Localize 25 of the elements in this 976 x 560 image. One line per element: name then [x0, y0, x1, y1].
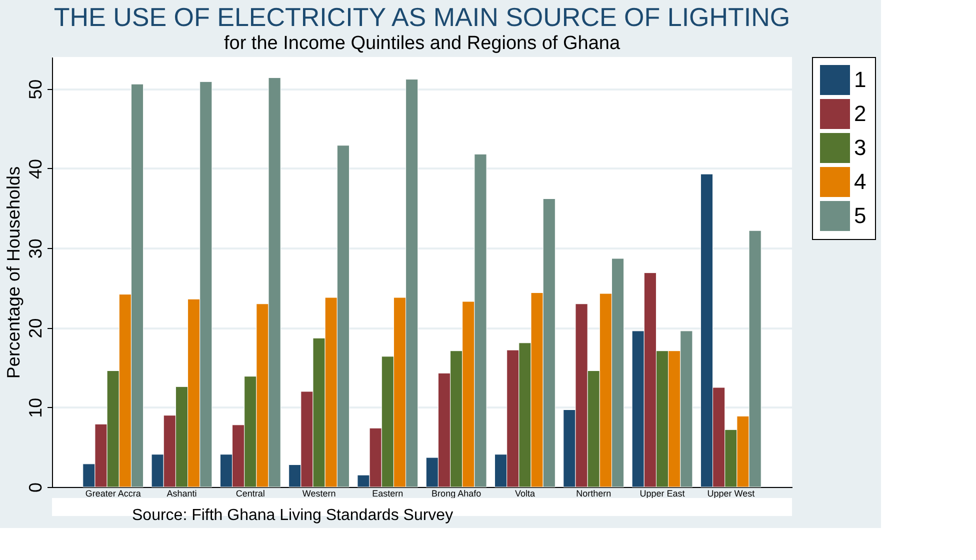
y-tick-label: 30 [26, 238, 46, 259]
x-tick-label: Brong Ahafo [432, 488, 482, 498]
y-tick-label: 0 [26, 482, 46, 493]
chart-title: THE USE OF ELECTRICITY AS MAIN SOURCE OF LIGHTING [54, 2, 790, 32]
y-tick-label: 50 [26, 79, 46, 100]
x-tick-label: Greater Accra [85, 488, 141, 498]
y-axis-title: Percentage of Households [4, 166, 24, 379]
x-tick-label: Upper West [707, 488, 756, 498]
y-tick-label: 40 [26, 158, 46, 179]
legend-label: 5 [854, 203, 866, 228]
legend-label: 2 [854, 101, 866, 126]
x-tick-label: Eastern [372, 488, 404, 498]
y-tick-label: 10 [26, 398, 46, 418]
legend-label: 4 [854, 169, 866, 194]
legend-label: 3 [854, 135, 866, 160]
source-note: Source: Fifth Ghana Living Standards Survey [132, 507, 454, 524]
y-tick-label: 20 [26, 318, 46, 338]
x-tick-label: Western [302, 488, 336, 498]
x-tick-label: Upper East [640, 488, 686, 498]
x-tick-label: Ashanti [166, 488, 197, 498]
x-tick-label: Northern [576, 488, 612, 498]
legend-label: 1 [854, 67, 866, 92]
x-tick-label: Central [236, 488, 265, 498]
x-tick-label: Volta [514, 488, 535, 498]
chart-subtitle: for the Income Quintiles and Regions of Ghana [224, 33, 620, 54]
